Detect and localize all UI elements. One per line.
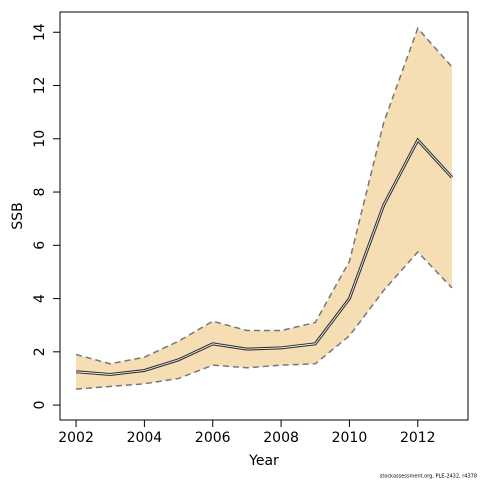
x-tick-label: 2008	[263, 430, 299, 446]
y-tick-label: 6	[32, 241, 48, 250]
footnote: stockassessment.org, PLE-2432, r4378	[380, 474, 477, 480]
y-tick-label: 12	[32, 77, 48, 95]
x-tick-label: 2012	[400, 430, 436, 446]
x-tick-label: 2010	[332, 430, 368, 446]
y-tick-label: 10	[32, 130, 48, 148]
confidence-band	[76, 28, 452, 390]
upper-bound	[75, 26, 453, 365]
lower-bound	[76, 250, 453, 390]
y-tick-label: 14	[32, 23, 48, 41]
y-tick-label: 2	[32, 347, 48, 356]
y-tick-label: 8	[32, 188, 48, 197]
x-tick-label: 2004	[127, 430, 163, 446]
x-tick-label: 2002	[58, 430, 94, 446]
y-tick-label: 0	[32, 401, 48, 410]
y-axis-label: SSB	[10, 202, 26, 229]
plot-frame	[59, 11, 469, 421]
x-axis-label: Year	[248, 453, 279, 469]
x-tick-label: 2006	[195, 430, 231, 446]
estimate-line-inner	[76, 139, 453, 375]
y-tick-label: 4	[32, 294, 48, 303]
